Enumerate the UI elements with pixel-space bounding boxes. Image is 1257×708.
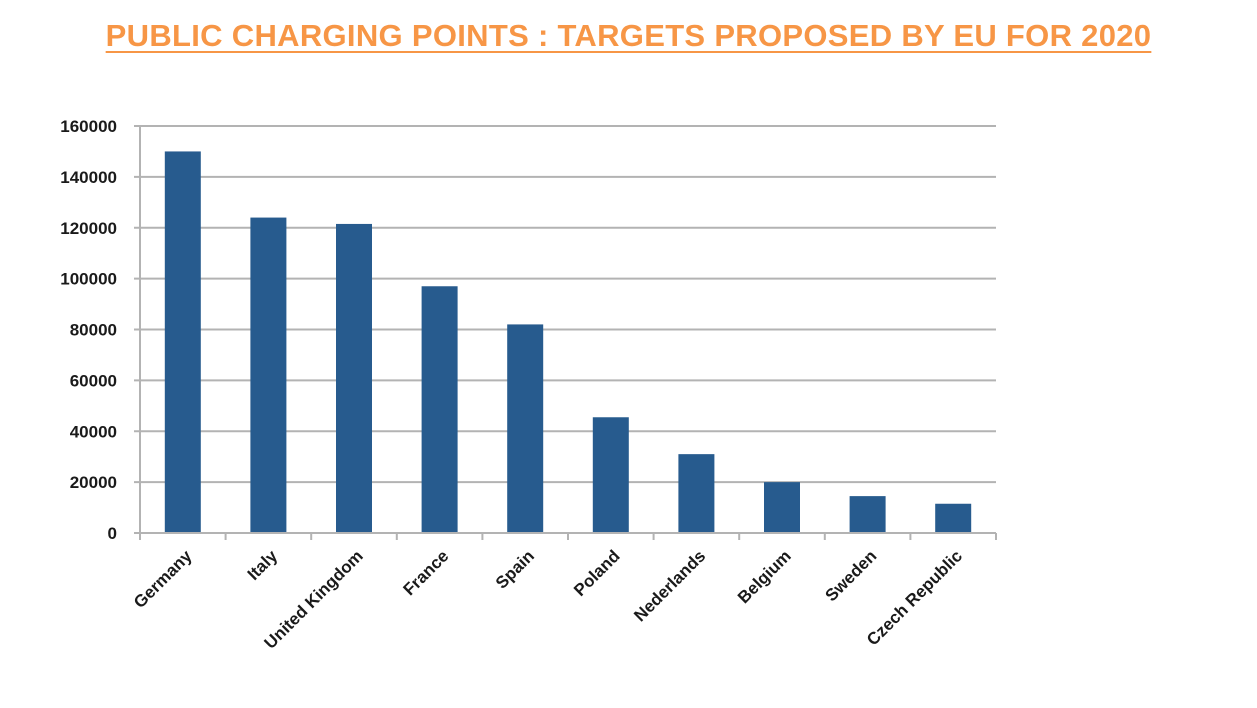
bar	[336, 223, 372, 533]
y-tick-label: 120000	[60, 219, 117, 238]
y-tick-label: 20000	[70, 473, 117, 492]
x-tick-label: France	[400, 546, 453, 599]
bar	[507, 324, 544, 533]
y-tick-label: 80000	[70, 321, 117, 340]
y-tick-label: 160000	[60, 117, 117, 136]
bar	[164, 151, 201, 533]
chart-title: PUBLIC CHARGING POINTS : TARGETS PROPOSE…	[105, 18, 1152, 53]
y-tick-label: 60000	[70, 371, 117, 390]
bar	[678, 454, 715, 533]
bar	[421, 286, 458, 533]
x-tick-label: Spain	[492, 546, 538, 592]
y-tick-label: 100000	[60, 270, 117, 289]
x-tick-label: Italy	[244, 546, 282, 584]
y-tick-label: 140000	[60, 168, 117, 187]
bar	[250, 217, 287, 533]
bar	[592, 417, 629, 533]
x-tick-label: Belgium	[734, 546, 795, 607]
x-tick-label: Nederlands	[630, 546, 709, 625]
bars	[164, 151, 972, 533]
bar	[849, 496, 886, 533]
y-tick-label: 0	[108, 524, 117, 543]
x-tick-label: Sweden	[822, 546, 881, 605]
x-tick-label: Czech Republic	[863, 546, 966, 649]
x-tick-label: Germany	[130, 546, 196, 612]
x-tick-label: Poland	[570, 546, 624, 600]
bar	[764, 482, 800, 533]
bar	[935, 503, 972, 533]
axes	[134, 125, 997, 540]
y-axis-tick-labels: 0 20000 40000 60000 80000 100000 120000 140000 1…	[60, 117, 117, 543]
y-tick-label: 40000	[70, 422, 117, 441]
